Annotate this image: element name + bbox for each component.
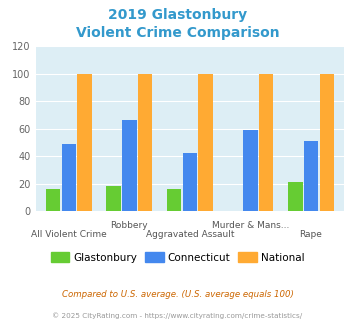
Text: Murder & Mans...: Murder & Mans... [212,221,289,230]
Text: © 2025 CityRating.com - https://www.cityrating.com/crime-statistics/: © 2025 CityRating.com - https://www.city… [53,312,302,318]
Bar [46,189,60,211]
Bar [77,74,92,211]
Bar [320,74,334,211]
Bar [138,74,152,211]
Bar [243,130,258,211]
Text: Robbery: Robbery [110,221,148,230]
Text: 2019 Glastonbury: 2019 Glastonbury [108,8,247,22]
Text: Compared to U.S. average. (U.S. average equals 100): Compared to U.S. average. (U.S. average … [61,290,294,299]
Bar [61,144,76,211]
Bar [288,182,302,211]
Text: Rape: Rape [300,230,322,240]
Bar [304,141,318,211]
Bar [198,74,213,211]
Legend: Glastonbury, Connecticut, National: Glastonbury, Connecticut, National [47,248,308,267]
Bar [259,74,273,211]
Bar [106,186,121,211]
Bar [183,153,197,211]
Bar [122,120,137,211]
Bar [167,189,181,211]
Text: Aggravated Assault: Aggravated Assault [146,230,234,240]
Text: All Violent Crime: All Violent Crime [31,230,107,240]
Text: Violent Crime Comparison: Violent Crime Comparison [76,26,279,40]
